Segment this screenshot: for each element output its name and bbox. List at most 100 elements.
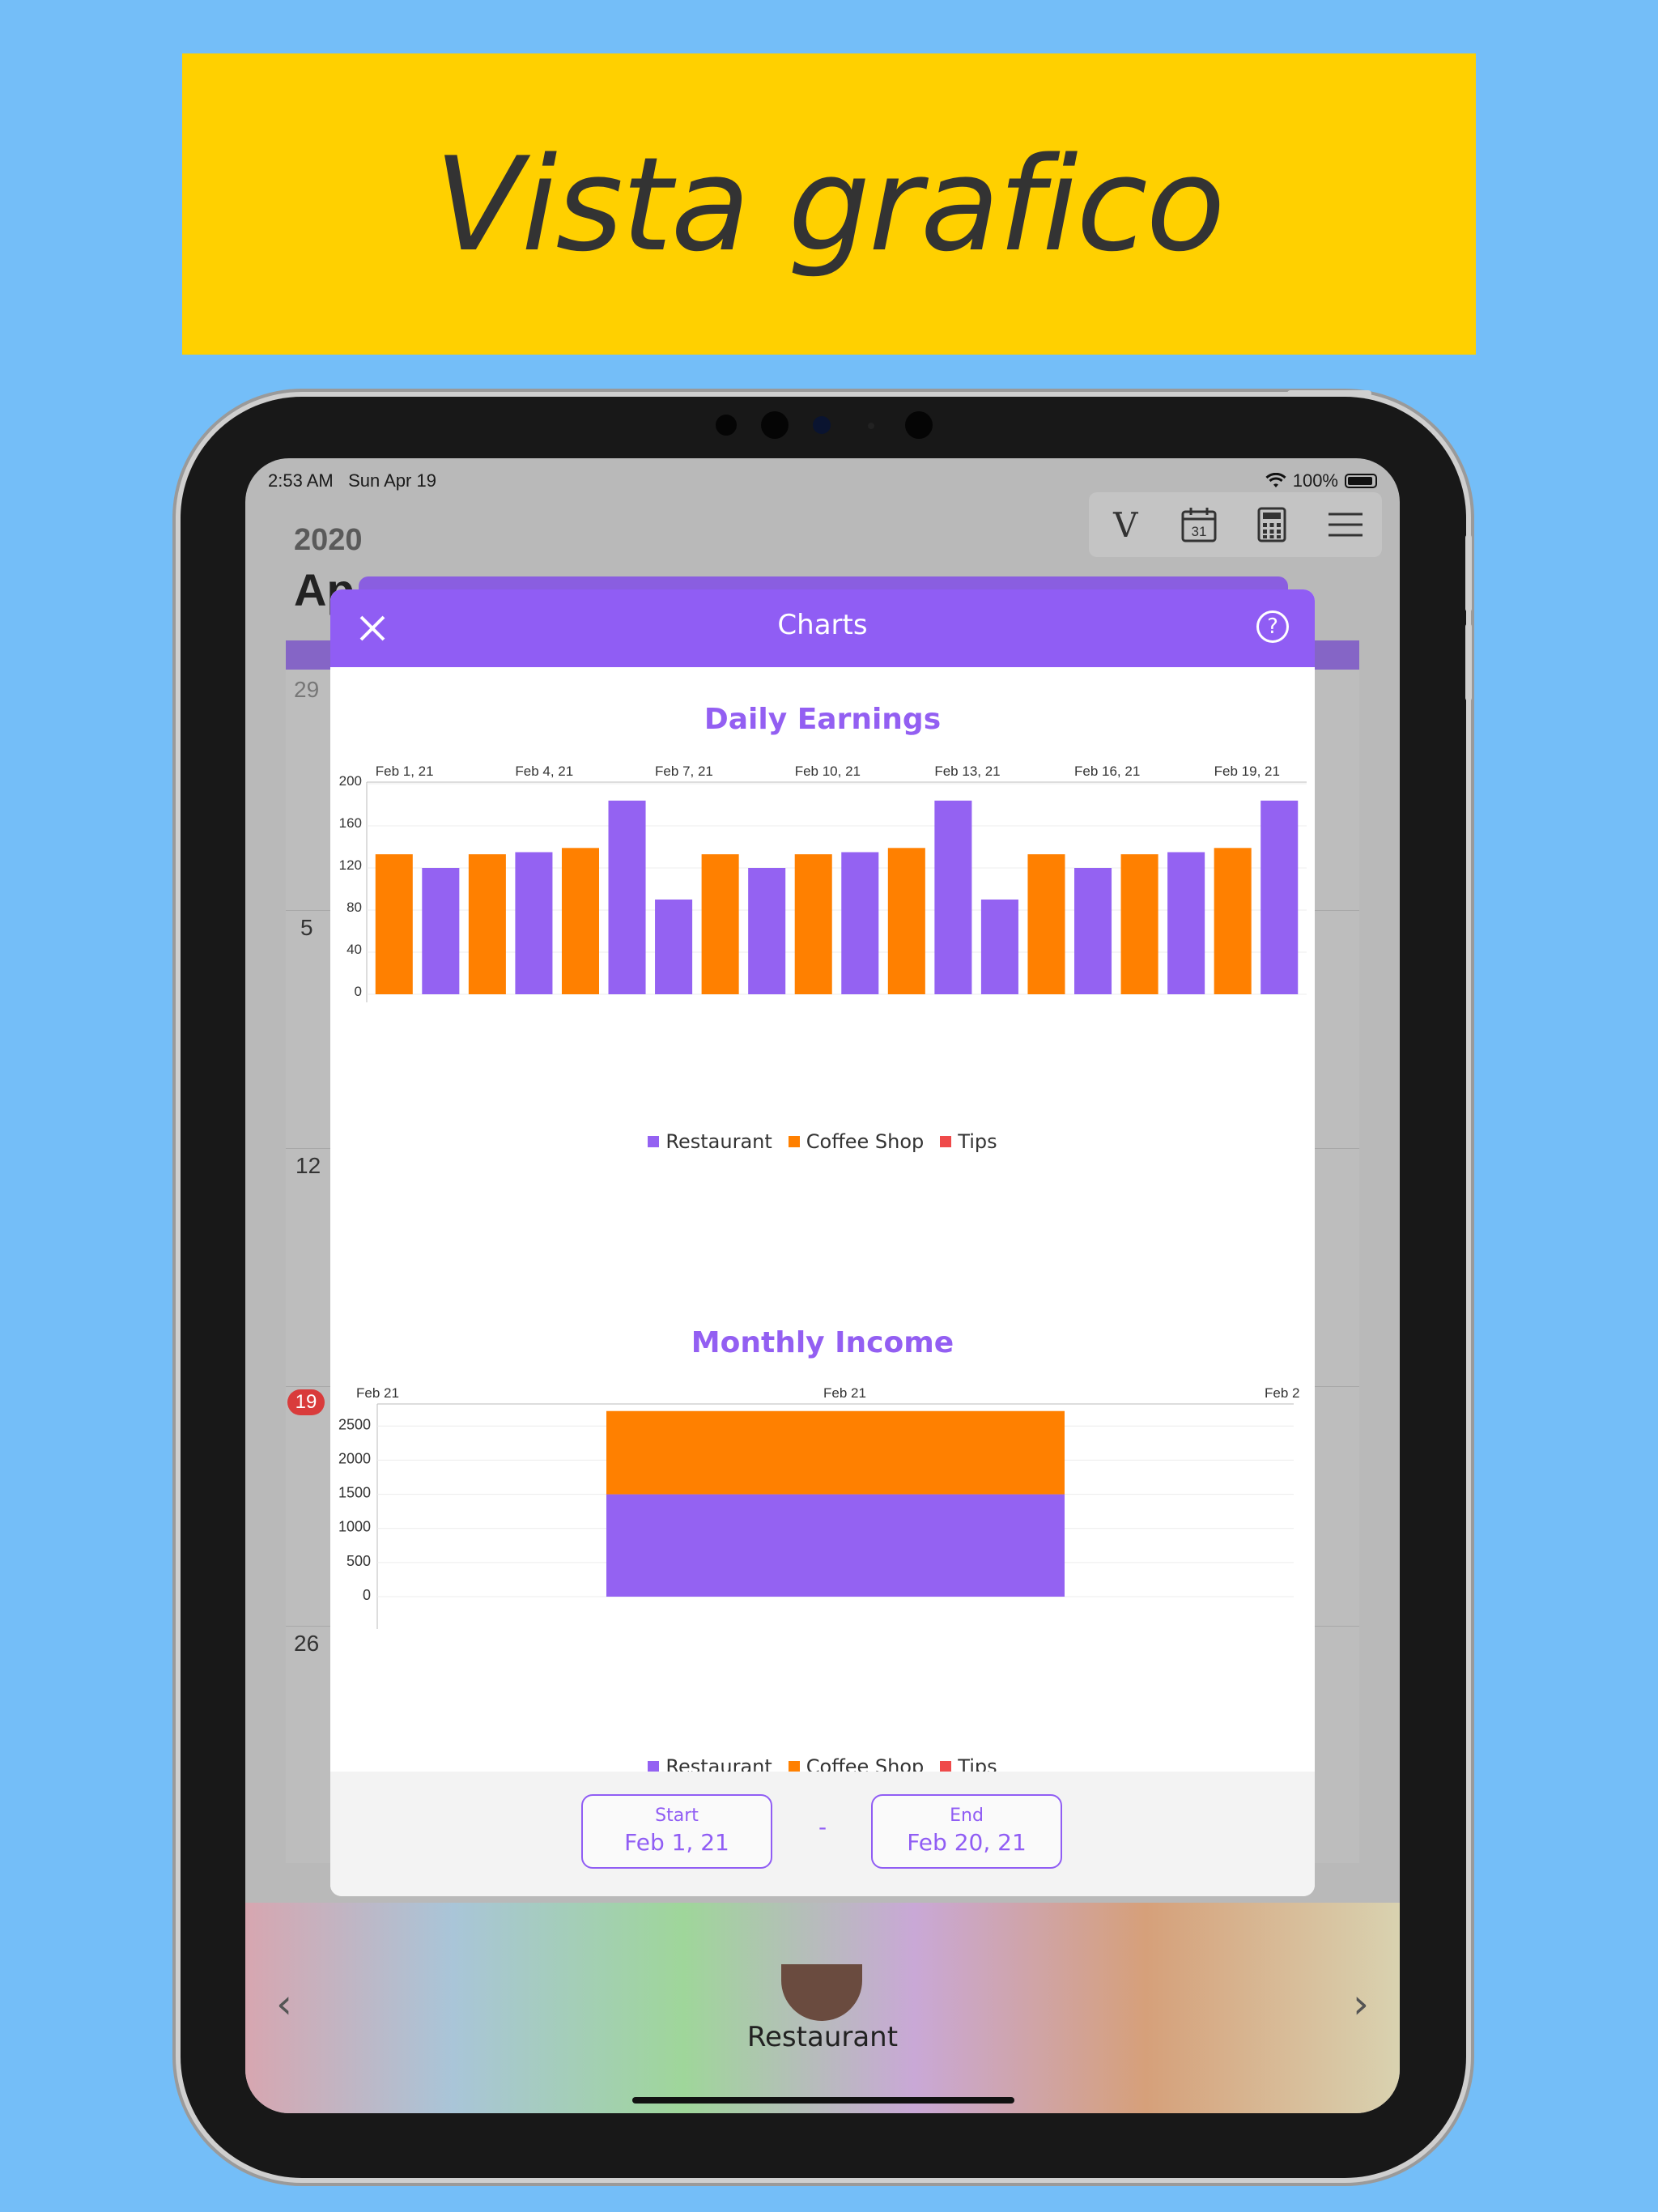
y-tick-label: 0 — [363, 1587, 371, 1603]
calendar-day[interactable]: 12 — [295, 1153, 321, 1178]
bar — [934, 800, 972, 994]
x-tick-label: Feb 4, 21 — [515, 764, 573, 779]
bar — [515, 852, 553, 994]
legend-item-coffee-shop: Coffee Shop — [788, 1130, 925, 1153]
camera-lens — [761, 411, 789, 439]
y-tick-label: 80 — [346, 900, 362, 915]
legend-swatch — [788, 1136, 800, 1147]
bar — [1167, 852, 1205, 994]
monthly-income-chart: 0 500 1000 1500 2000 2500 Feb 21 Feb 21 Feb 2 — [338, 1385, 1299, 1629]
y-tick-label: 500 — [346, 1553, 371, 1569]
bar — [794, 854, 832, 994]
battery-icon — [1345, 474, 1377, 488]
sensor-dot — [868, 423, 874, 429]
x-tick-label: Feb 16, 21 — [1074, 764, 1140, 779]
calendar-icon: 31 — [1181, 508, 1217, 542]
start-date-label: Start — [655, 1806, 699, 1826]
help-icon[interactable]: ? — [1256, 610, 1289, 643]
y-tick-label: 120 — [339, 857, 362, 873]
bar — [561, 848, 599, 994]
x-tick-label: Feb 1, 21 — [376, 764, 434, 779]
end-date-label: End — [950, 1806, 984, 1826]
menu-button[interactable] — [1321, 500, 1370, 549]
bar — [701, 854, 739, 994]
bar — [748, 868, 786, 994]
prev-arrow-icon[interactable]: ‹ — [276, 1980, 292, 2027]
v-logo-icon: V — [1113, 504, 1138, 545]
daily-earnings-chart: 0 40 80 120 160 200 Feb 1, 21 Feb 4, 21 Feb 7, 2… — [339, 764, 1307, 1002]
next-arrow-icon[interactable]: › — [1353, 1980, 1369, 2027]
calendar-button[interactable]: 31 — [1175, 500, 1223, 549]
legend-swatch — [648, 1761, 660, 1772]
date-separator: - — [818, 1814, 827, 1840]
end-date-button[interactable]: End Feb 20, 21 — [871, 1794, 1062, 1869]
x-tick-label: Feb 19, 21 — [1214, 764, 1280, 779]
bar — [422, 868, 460, 994]
banner: Vista grafico — [182, 53, 1476, 355]
y-tick-label: 2000 — [338, 1450, 371, 1466]
wifi-icon — [1265, 473, 1286, 487]
volume-up-button — [1465, 534, 1472, 612]
y-tick-label: 0 — [355, 984, 362, 999]
camera-dot — [716, 415, 737, 436]
calendar-day[interactable]: 29 — [294, 677, 320, 702]
x-tick-label: Feb 21 — [356, 1385, 399, 1401]
volume-down-button — [1465, 623, 1472, 701]
legend-swatch — [788, 1761, 800, 1772]
camera-lens-2 — [905, 411, 933, 439]
daily-earnings-legend: Restaurant Coffee Shop Tips — [330, 1130, 1315, 1153]
legend-swatch — [940, 1761, 952, 1772]
calendar-day-number: 31 — [1191, 524, 1206, 539]
bar — [980, 900, 1018, 994]
x-tick-label: Feb 21 — [823, 1385, 866, 1401]
y-tick-label: 2500 — [338, 1416, 371, 1432]
front-camera — [813, 416, 831, 434]
bar — [841, 852, 879, 994]
today-badge[interactable]: 19 — [287, 1389, 325, 1415]
start-date-button[interactable]: Start Feb 1, 21 — [581, 1794, 772, 1869]
legend-item-restaurant: Restaurant — [648, 1130, 772, 1153]
category-label: Restaurant — [746, 2021, 899, 2053]
battery-percent: 100% — [1292, 470, 1338, 491]
bar — [655, 900, 693, 994]
y-tick-label: 1000 — [338, 1519, 371, 1535]
calendar-day[interactable]: 5 — [300, 915, 313, 940]
modal-title: Charts — [777, 609, 868, 641]
stacked-bar-segment — [606, 1494, 1065, 1597]
calculator-button[interactable] — [1248, 500, 1296, 549]
charts-modal: Charts ? Daily Earnings 0 40 80 120 160 200 Fe… — [330, 589, 1315, 1896]
close-icon[interactable] — [355, 610, 390, 646]
top-toolbar: V 31 — [1089, 492, 1382, 557]
banner-title: Vista grafico — [434, 128, 1226, 280]
legend-swatch — [940, 1136, 952, 1147]
y-tick-label: 200 — [339, 773, 362, 789]
menu-icon — [1328, 513, 1363, 537]
bar — [1261, 800, 1299, 994]
bar — [1027, 854, 1065, 994]
stacked-bar-segment — [606, 1410, 1065, 1495]
bar — [608, 800, 646, 994]
daily-earnings-title: Daily Earnings — [704, 703, 942, 736]
calculator-icon — [1257, 507, 1286, 542]
calendar-day[interactable]: 26 — [294, 1631, 320, 1656]
bar — [1214, 848, 1252, 994]
x-tick-label: Feb 13, 21 — [934, 764, 1000, 779]
status-right: 100% — [1265, 470, 1377, 491]
home-indicator[interactable] — [632, 2097, 1014, 2104]
date-range-footer: Start Feb 1, 21 - End Feb 20, 21 — [330, 1772, 1315, 1896]
legend-label: Restaurant — [665, 1130, 772, 1153]
v-logo-button[interactable]: V — [1101, 500, 1150, 549]
x-tick-label: Feb 7, 21 — [655, 764, 713, 779]
legend-item-tips: Tips — [940, 1130, 997, 1153]
ipad-screen: 2:53 AM Sun Apr 19 100% V 31 — [245, 458, 1400, 2113]
start-date-value: Feb 1, 21 — [624, 1829, 729, 1856]
y-tick-label: 40 — [346, 942, 362, 957]
legend-label: Coffee Shop — [806, 1130, 925, 1153]
y-tick-label: 1500 — [338, 1485, 371, 1501]
status-time: 2:53 AM — [268, 470, 334, 491]
x-tick-label: Feb 10, 21 — [795, 764, 861, 779]
legend-swatch — [648, 1136, 660, 1147]
top-button — [1287, 390, 1371, 397]
bar — [1074, 868, 1112, 994]
bar — [468, 854, 506, 994]
